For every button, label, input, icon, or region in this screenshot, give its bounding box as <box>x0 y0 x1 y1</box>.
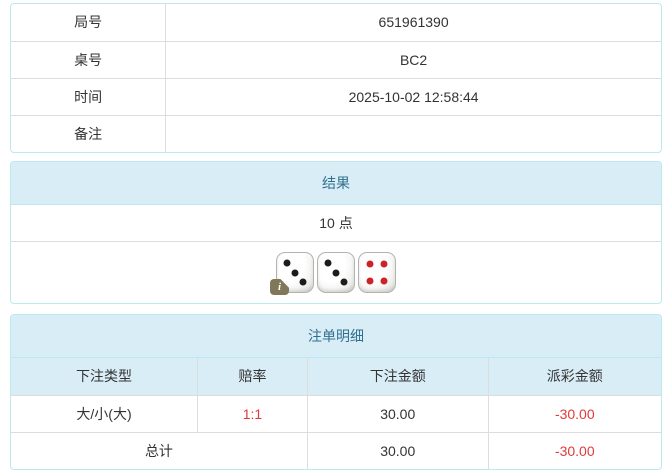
info-icon[interactable]: i <box>270 279 289 295</box>
die-pip <box>340 278 348 286</box>
die-pip <box>283 259 291 267</box>
col-bet-amount: 下注金额 <box>306 358 489 395</box>
result-panel-title: 结果 <box>11 162 661 205</box>
total-bet-amount: 30.00 <box>306 431 489 469</box>
table-row: 桌号 BC2 <box>11 40 661 78</box>
table-id-value: BC2 <box>165 40 661 78</box>
total-label: 总计 <box>11 431 308 469</box>
time-value: 2025-10-02 12:58:44 <box>165 77 661 115</box>
die-pip <box>324 259 332 267</box>
time-label: 时间 <box>11 77 167 115</box>
table-id-label: 桌号 <box>11 40 167 78</box>
die-pip <box>380 277 388 285</box>
die-pip <box>291 269 299 276</box>
total-payout-amount: -30.00 <box>487 431 661 469</box>
bet-details-title: 注单明细 <box>11 315 661 358</box>
round-id-label: 局号 <box>11 4 167 41</box>
dice-row-container: i <box>11 242 661 303</box>
remark-value <box>165 114 661 152</box>
col-payout-amount: 派彩金额 <box>487 358 661 395</box>
bet-details-panel: 注单明细 下注类型 赔率 下注金额 派彩金额 大/小(大) 1:1 30.00 … <box>10 314 662 470</box>
total-row: 总计 30.00 -30.00 <box>11 431 661 469</box>
table-row: 大/小(大) 1:1 30.00 -30.00 <box>11 394 661 432</box>
round-id-value: 651961390 <box>378 14 449 31</box>
col-odds: 赔率 <box>197 358 308 395</box>
bet-type-value: 大/小(大) <box>11 394 198 432</box>
game-info-table: 局号 651961390 桌号 BC2 时间 2025-10-02 12:58:… <box>11 4 661 152</box>
bet-details-table: 下注类型 赔率 下注金额 派彩金额 大/小(大) 1:1 30.00 -30.0… <box>11 358 661 469</box>
die-face-3 <box>317 252 355 293</box>
die-face-4 <box>358 252 396 293</box>
result-panel: 结果 10 点 i <box>10 161 662 304</box>
table-row: 备注 <box>11 114 661 152</box>
odds-value: 1:1 <box>197 394 308 432</box>
table-header-row: 下注类型 赔率 下注金额 派彩金额 <box>11 358 661 395</box>
payout-amount-value: -30.00 <box>487 394 661 432</box>
col-bet-type: 下注类型 <box>11 358 198 395</box>
die-pip <box>366 277 374 285</box>
die-pip <box>299 278 307 286</box>
result-points: 10 点 <box>11 205 661 242</box>
die-pip <box>380 260 388 268</box>
die-pip <box>366 260 374 268</box>
table-row: 时间 2025-10-02 12:58:44 <box>11 77 661 115</box>
bet-amount-value: 30.00 <box>306 394 489 432</box>
remark-label: 备注 <box>11 114 167 152</box>
table-row: 局号 651961390 <box>11 4 661 41</box>
game-info-panel: 局号 651961390 桌号 BC2 时间 2025-10-02 12:58:… <box>10 3 662 153</box>
die-pip <box>332 269 340 276</box>
die-face-3: i <box>270 252 314 295</box>
